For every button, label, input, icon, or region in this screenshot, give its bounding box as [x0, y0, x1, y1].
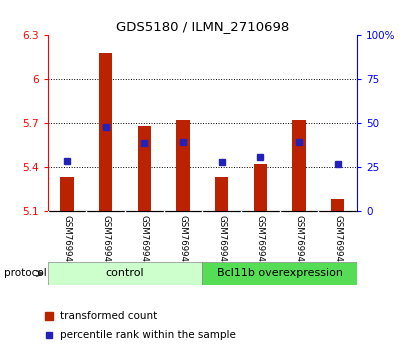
Text: Bcl11b overexpression: Bcl11b overexpression — [217, 268, 343, 279]
Bar — [331, 199, 344, 211]
Text: GSM769944: GSM769944 — [217, 215, 226, 268]
Text: GSM769947: GSM769947 — [333, 215, 342, 268]
Text: GSM769946: GSM769946 — [294, 215, 303, 268]
Bar — [138, 126, 151, 211]
Title: GDS5180 / ILMN_2710698: GDS5180 / ILMN_2710698 — [116, 20, 289, 33]
Text: GSM769943: GSM769943 — [178, 215, 188, 268]
Text: GSM769945: GSM769945 — [256, 215, 265, 268]
Text: percentile rank within the sample: percentile rank within the sample — [60, 330, 236, 340]
Text: GSM769940: GSM769940 — [63, 215, 71, 268]
Bar — [215, 177, 228, 211]
Bar — [48, 262, 202, 285]
Text: protocol: protocol — [4, 268, 47, 279]
Bar — [60, 177, 74, 211]
Text: GSM769942: GSM769942 — [140, 215, 149, 268]
Text: control: control — [106, 268, 144, 279]
Bar — [254, 164, 267, 211]
Bar — [202, 262, 357, 285]
Bar — [99, 53, 112, 211]
Text: GSM769941: GSM769941 — [101, 215, 110, 268]
Text: transformed count: transformed count — [60, 311, 157, 321]
Bar — [292, 120, 306, 211]
Bar — [176, 120, 190, 211]
